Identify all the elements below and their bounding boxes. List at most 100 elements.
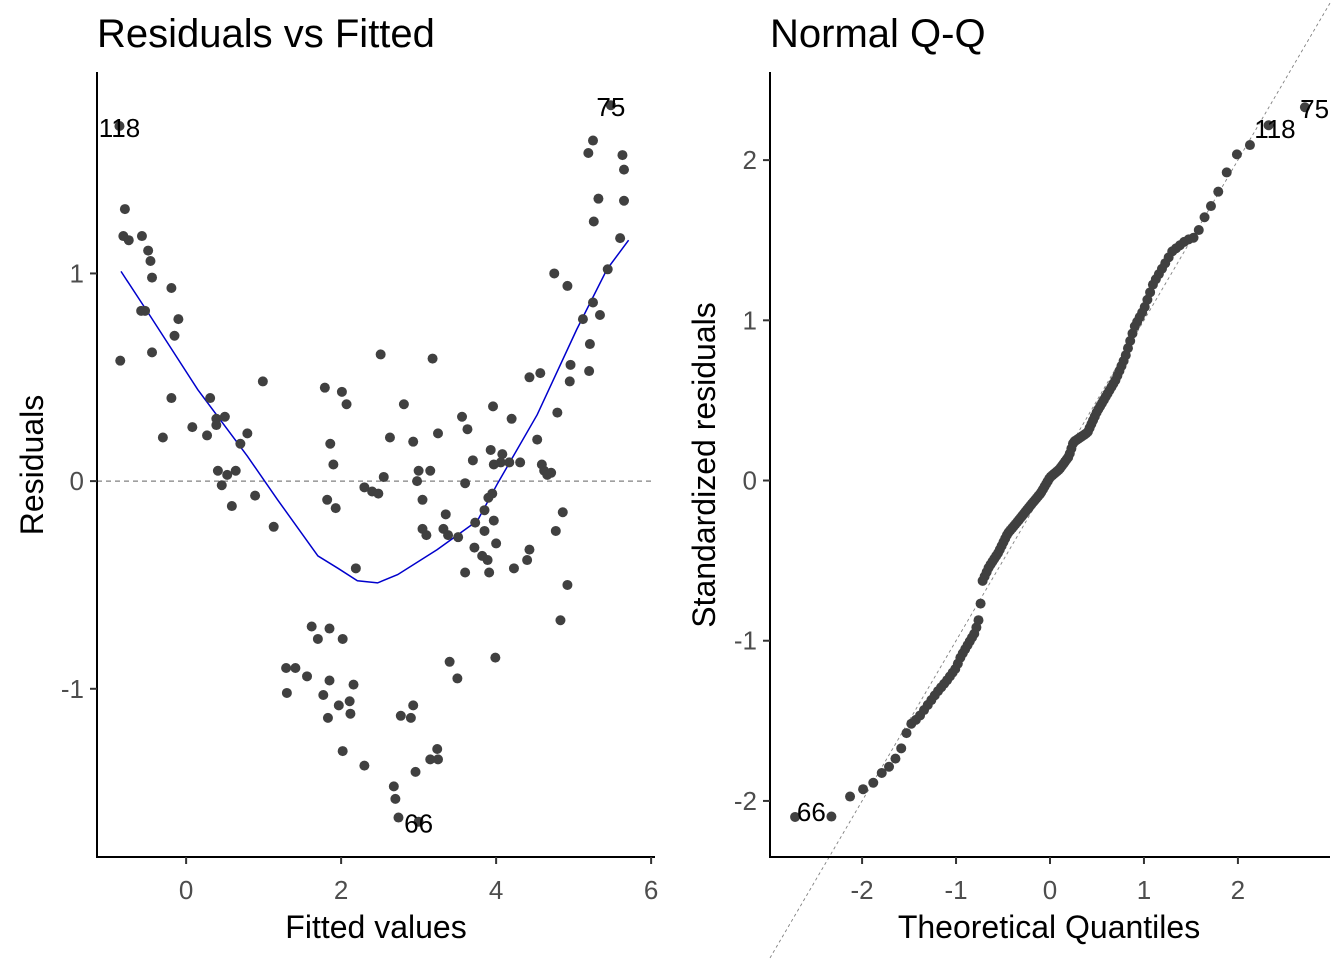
data-point — [408, 700, 419, 711]
x-axis-title: Theoretical Quantiles — [898, 909, 1200, 945]
data-point — [235, 438, 246, 449]
data-point — [557, 507, 568, 518]
data-point — [359, 760, 370, 771]
data-point — [211, 420, 222, 431]
data-point — [584, 366, 595, 377]
data-point — [532, 434, 543, 445]
data-point — [330, 503, 341, 514]
qq-point — [845, 791, 856, 802]
data-point — [123, 235, 134, 246]
data-point — [605, 100, 616, 111]
data-point — [359, 482, 370, 493]
data-point — [417, 494, 428, 505]
data-point — [268, 521, 279, 532]
data-point — [524, 544, 535, 555]
data-point — [384, 432, 395, 443]
point-label: 118 — [99, 113, 140, 143]
data-point — [588, 297, 598, 308]
data-point — [166, 282, 177, 293]
data-point — [205, 393, 216, 404]
x-tick-label: -2 — [851, 875, 874, 905]
data-point — [433, 428, 443, 439]
data-point — [173, 314, 184, 325]
points — [790, 102, 1310, 822]
x-tick-label: 2 — [1231, 875, 1245, 905]
data-point — [290, 663, 301, 674]
data-point — [226, 501, 237, 512]
qq-point — [884, 761, 895, 772]
data-point — [565, 359, 576, 370]
data-point — [460, 478, 471, 489]
qq-point — [901, 728, 912, 739]
data-point — [421, 530, 432, 541]
data-point — [312, 633, 323, 644]
data-point — [562, 579, 573, 590]
data-point — [337, 633, 348, 644]
x-tick-label: 1 — [1137, 875, 1151, 905]
data-point — [250, 490, 261, 501]
y-tick-label: 1 — [70, 258, 84, 288]
data-point — [433, 754, 443, 765]
qq-point — [1205, 201, 1216, 212]
data-point — [147, 272, 158, 283]
data-point — [157, 432, 168, 443]
data-point — [504, 457, 515, 468]
y-ticks: -1 0 1 — [61, 258, 97, 704]
data-point — [467, 455, 478, 466]
y-tick-label: -2 — [734, 786, 757, 816]
qq-point — [790, 811, 801, 822]
chart-title: Normal Q-Q — [770, 12, 986, 56]
data-point — [166, 393, 177, 404]
data-point — [216, 480, 227, 491]
data-point — [114, 120, 125, 131]
y-tick-label: 0 — [70, 466, 84, 496]
y-tick-label: 1 — [743, 305, 757, 335]
data-point — [140, 305, 151, 316]
qq-point — [896, 743, 907, 754]
qq-point — [1199, 212, 1210, 223]
data-point — [398, 399, 409, 410]
qq-point — [1299, 102, 1310, 113]
data-point — [443, 530, 454, 541]
data-point — [546, 467, 557, 478]
point-label: 66 — [404, 809, 433, 839]
data-point — [202, 430, 213, 441]
data-point — [378, 471, 389, 482]
data-point — [388, 781, 399, 792]
data-point — [333, 700, 344, 711]
data-point — [319, 382, 330, 393]
data-point — [324, 623, 335, 634]
y-tick-label: -1 — [61, 674, 84, 704]
data-point — [490, 652, 501, 663]
y-tick-label: 2 — [743, 145, 757, 175]
qq-point — [1244, 140, 1255, 151]
data-point — [452, 673, 463, 684]
qq-point — [975, 598, 986, 609]
data-point — [444, 656, 455, 667]
point-labels: 118 75 66 — [99, 92, 626, 838]
data-point — [410, 766, 421, 777]
data-point — [593, 193, 604, 204]
data-point — [470, 517, 481, 528]
data-point — [549, 268, 560, 279]
data-point — [488, 515, 499, 526]
data-point — [577, 314, 588, 325]
data-point — [457, 411, 468, 422]
qq-point — [1221, 167, 1232, 178]
data-point — [508, 563, 519, 574]
data-point — [219, 411, 230, 422]
data-point — [222, 469, 233, 480]
qq-point — [1145, 287, 1156, 298]
data-point — [485, 444, 496, 455]
point-label: 75 — [596, 92, 625, 122]
qq-point — [973, 615, 984, 626]
data-point — [515, 457, 526, 468]
qq-point — [826, 811, 837, 822]
data-point — [230, 465, 241, 476]
data-point — [479, 505, 490, 516]
data-point — [479, 525, 490, 536]
qq-point — [1231, 149, 1242, 160]
data-point — [487, 488, 498, 499]
data-point — [615, 233, 626, 244]
data-point — [482, 555, 493, 566]
